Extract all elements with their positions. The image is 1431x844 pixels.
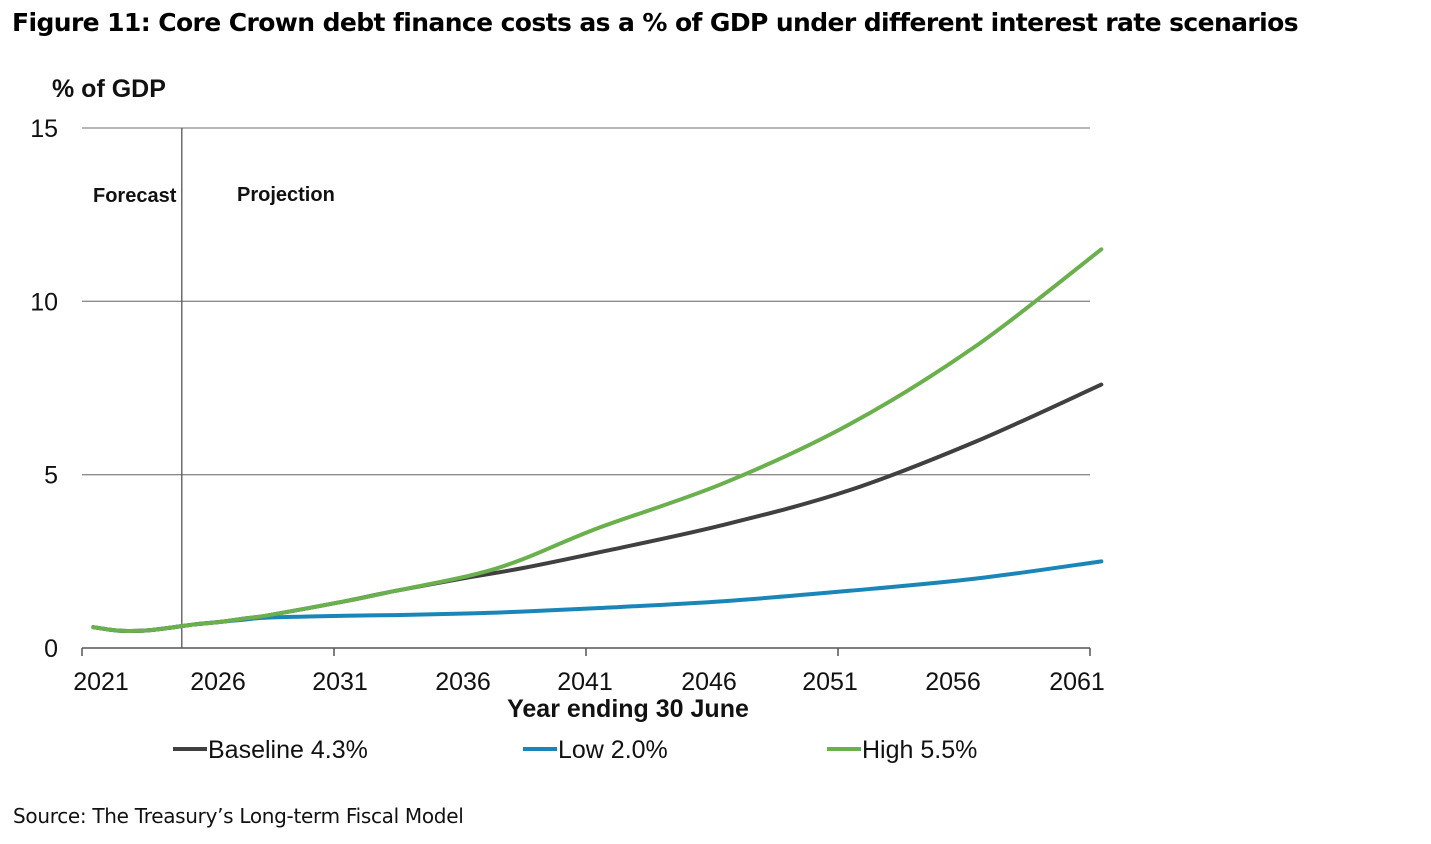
y-tick-label: 5	[44, 462, 58, 490]
source-note: Source: The Treasury’s Long-term Fiscal …	[13, 804, 464, 828]
legend-item-high: High 5.5%	[827, 736, 977, 764]
x-tick-label: 2056	[925, 668, 981, 696]
x-tick-labels: 2021 2026 2031 2036 2041 2046 2051 2056 2061	[73, 668, 1105, 696]
x-tick-label: 2026	[190, 668, 246, 696]
legend-label: Low 2.0%	[558, 736, 668, 764]
x-tick-label: 2041	[557, 668, 613, 696]
forecast-label: Forecast	[93, 185, 177, 207]
x-tick-label: 2036	[435, 668, 491, 696]
y-axis-title: % of GDP	[52, 75, 166, 103]
x-tick-label: 2021	[73, 668, 129, 696]
legend-item-baseline: Baseline 4.3%	[173, 736, 368, 764]
axes	[81, 647, 1091, 656]
figure-title: Figure 11: Core Crown debt finance costs…	[12, 8, 1299, 37]
legend-item-low: Low 2.0%	[523, 736, 668, 764]
legend-label: Baseline 4.3%	[208, 736, 368, 764]
y-tick-label: 0	[44, 635, 58, 663]
y-tick-label: 15	[30, 115, 58, 143]
x-tick-label: 2061	[1049, 668, 1105, 696]
x-tick-label: 2051	[802, 668, 858, 696]
legend: Baseline 4.3% Low 2.0% High 5.5%	[173, 736, 977, 764]
y-tick-labels: 0 5 10 15	[30, 115, 58, 663]
x-tick-label: 2046	[681, 668, 737, 696]
y-tick-label: 10	[30, 288, 58, 316]
projection-label: Projection	[237, 184, 335, 206]
x-axis-title: Year ending 30 June	[507, 695, 749, 723]
series-lines	[91, 247, 1104, 634]
x-tick-label: 2031	[312, 668, 368, 696]
series-line-baseline	[91, 382, 1104, 634]
legend-label: High 5.5%	[862, 736, 977, 764]
gridlines	[82, 127, 1090, 476]
series-line-low	[91, 559, 1104, 634]
series-line-high	[91, 247, 1104, 634]
